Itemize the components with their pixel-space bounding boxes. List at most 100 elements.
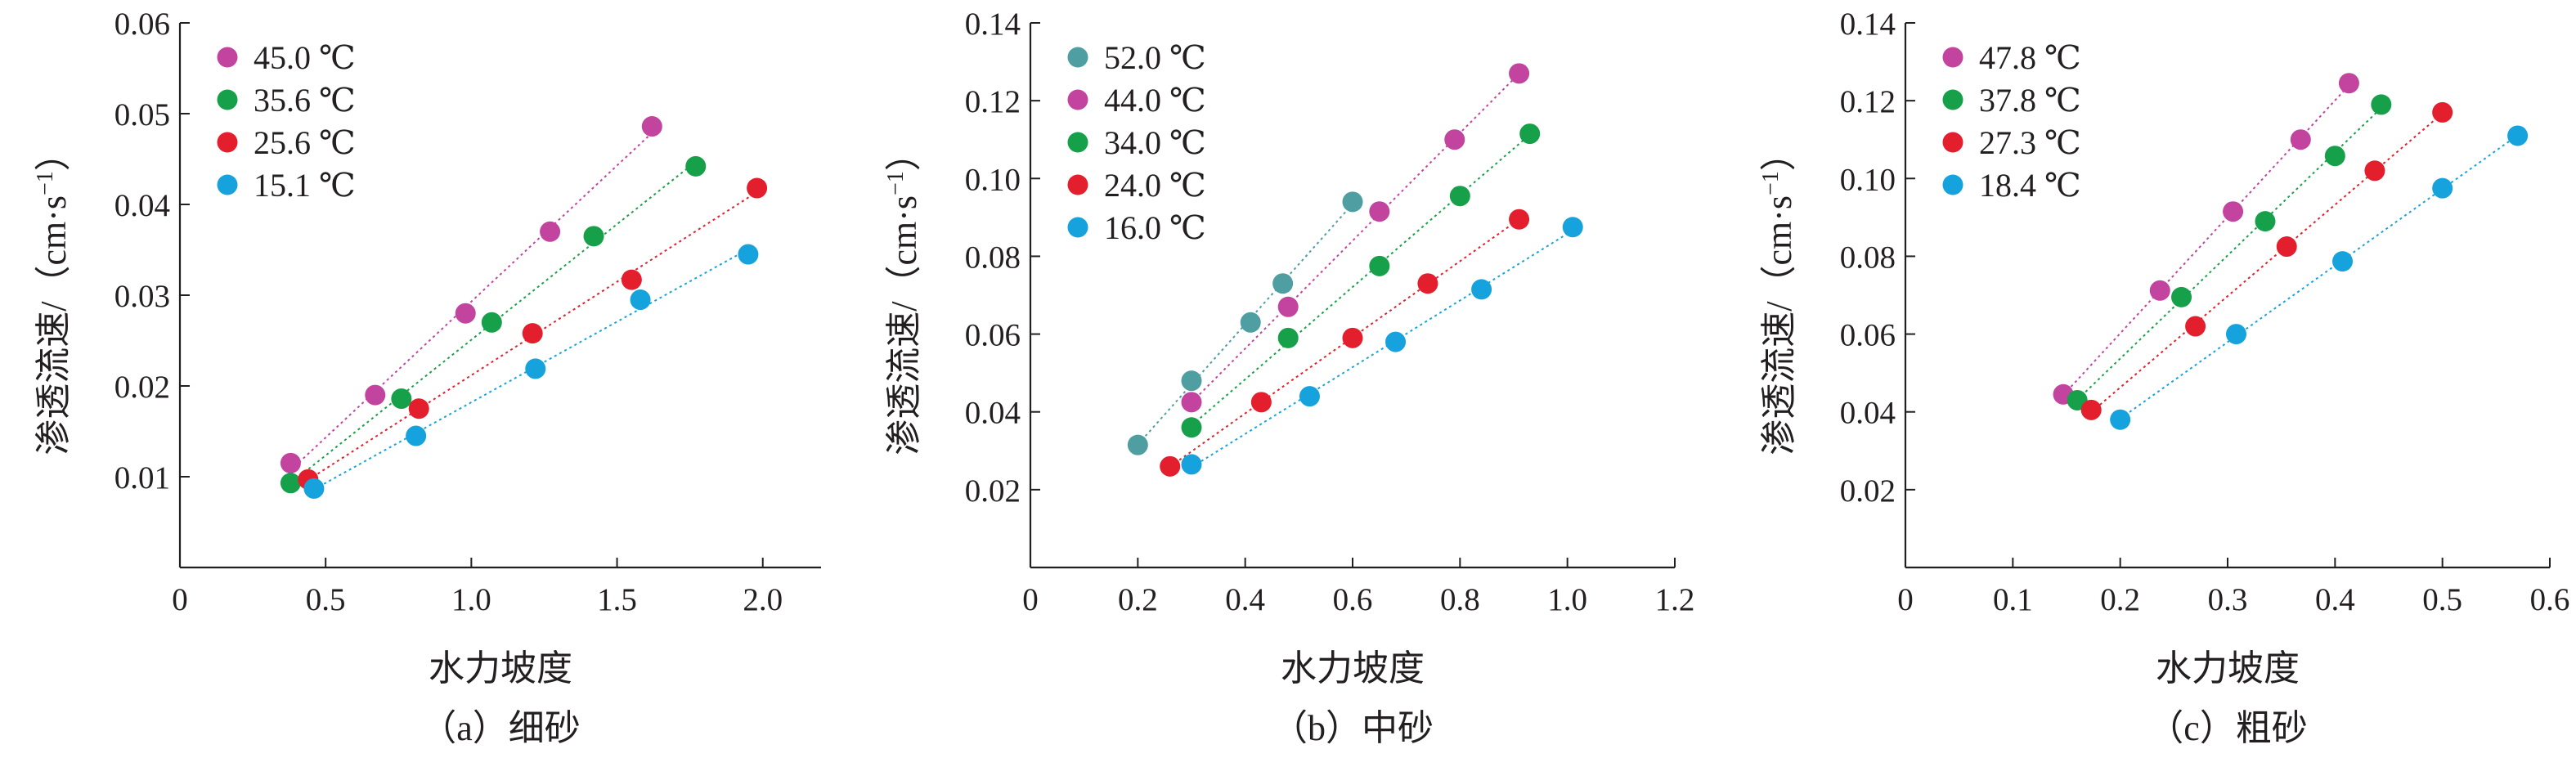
legend-label: 34.0 ℃ [1104,124,1206,161]
data-point [455,303,476,324]
data-point [481,312,502,333]
data-point [1342,327,1363,348]
data-point [1299,386,1320,407]
y-axis-title-part: 渗透流速/ [34,301,74,455]
x-tick-label: 1.0 [451,582,491,617]
legend-label: 47.8 ℃ [1979,39,2081,76]
data-point [2110,409,2131,430]
y-axis-title-part: cm·s [884,195,924,266]
data-point [1250,392,1272,413]
x-tick-label: 1.0 [1547,582,1587,617]
x-tick-label: 0.6 [2530,582,2570,617]
data-point [2364,160,2385,182]
data-point [2255,211,2276,232]
panel-caption: （c）粗砂 [2147,708,2308,748]
x-tick-label: 0.1 [1993,582,2033,617]
y-axis-title-part: ） [1759,135,1799,171]
data-point [1181,392,1202,413]
data-point [1342,191,1363,213]
legend-marker [1067,132,1088,153]
x-tick-label: 0 [1897,582,1914,617]
data-point [2276,236,2297,258]
y-axis-title: 渗透流速/（cm·s−1） [883,135,924,455]
y-axis-title-part: cm·s [34,195,74,266]
legend-marker [1942,47,1963,68]
y-tick-label: 0.06 [965,318,1021,353]
legend-marker [217,174,238,195]
y-tick-label: 0.10 [1840,162,1896,197]
data-point [2226,324,2247,345]
y-tick-label: 0.03 [114,279,170,314]
y-axis-title-part: ） [884,135,924,171]
data-point [1471,279,1492,300]
x-tick-label: 1.5 [597,582,637,617]
series-2 [1181,123,1541,438]
data-point [1509,209,1530,230]
data-point [2432,177,2453,199]
trend-line [1191,73,1520,403]
data-point [685,155,707,177]
y-tick-label: 0.04 [114,188,170,223]
series-0 [280,116,662,473]
legend-label: 15.1 ℃ [254,167,356,204]
x-tick-label: 0.8 [1440,582,1480,617]
data-point [1272,273,1294,294]
x-tick-label: 0 [1022,582,1039,617]
data-point [1509,63,1530,84]
data-point [1562,217,1583,238]
y-axis-title-part: −1 [883,171,909,195]
x-tick-label: 0 [172,582,188,617]
y-axis-title-part: −1 [33,171,58,195]
series-3 [1160,209,1530,477]
data-point [1277,327,1299,348]
data-point [406,425,427,446]
x-tick-label: 0.2 [2100,582,2140,617]
chart-panel-0: 0.01 0.02 0.03 0.04 0.05 0.06 0 0.5 1.0 1.5 2.0 水力坡… [33,7,821,748]
data-point [1369,255,1390,276]
trend-line [1191,229,1573,469]
x-tick-label: 0.5 [2422,582,2462,617]
series-0 [2053,73,2359,405]
data-point [2324,146,2345,167]
series-1 [2067,94,2392,410]
data-point [641,116,662,137]
chart-panel-2: 0.02 0.04 0.06 0.08 0.10 0.12 0.14 0 0.1 0.2 0.3 0.… [1758,7,2569,748]
legend-label: 25.6 ℃ [254,124,356,161]
y-tick-label: 0.05 [114,97,170,132]
data-point [391,388,412,410]
y-tick-label: 0.14 [965,7,1021,42]
data-point [408,398,429,419]
data-point [303,478,325,499]
legend-label: 45.0 ℃ [254,39,356,76]
legend-marker [1942,174,1963,195]
data-point [2185,316,2206,337]
data-point [2290,129,2311,150]
data-point [1369,201,1390,222]
data-point [621,269,642,290]
legend-marker [1067,174,1088,195]
x-tick-label: 1.2 [1655,582,1695,617]
data-point [1449,186,1470,207]
y-axis-title-part: （ [1759,266,1799,302]
data-point [630,289,651,311]
data-point [2223,201,2244,222]
chart-panel-1: 0.02 0.04 0.06 0.08 0.10 0.12 0.14 0 0.2 0.4 0.6 0.… [883,7,1694,748]
data-point [2371,94,2392,115]
series-1 [280,155,707,494]
trend-line [2120,134,2519,419]
y-tick-label: 0.08 [1840,240,1896,275]
legend-label: 52.0 ℃ [1104,39,1206,76]
data-point [738,244,759,265]
x-tick-label: 0.4 [1225,582,1265,617]
legend-label: 35.6 ℃ [254,82,356,119]
data-point [280,452,301,473]
legend: 52.0 ℃ 44.0 ℃ 34.0 ℃ 24.0 ℃ 16.0 ℃ [1067,39,1206,246]
y-tick-label: 0.12 [965,84,1021,119]
data-point [1277,296,1299,317]
series-2 [2080,101,2453,420]
legend-label: 27.3 ℃ [1979,124,2081,161]
data-point [1181,454,1202,475]
y-axis-title-part: ） [34,135,74,171]
data-point [280,473,301,494]
legend-marker [217,47,238,68]
